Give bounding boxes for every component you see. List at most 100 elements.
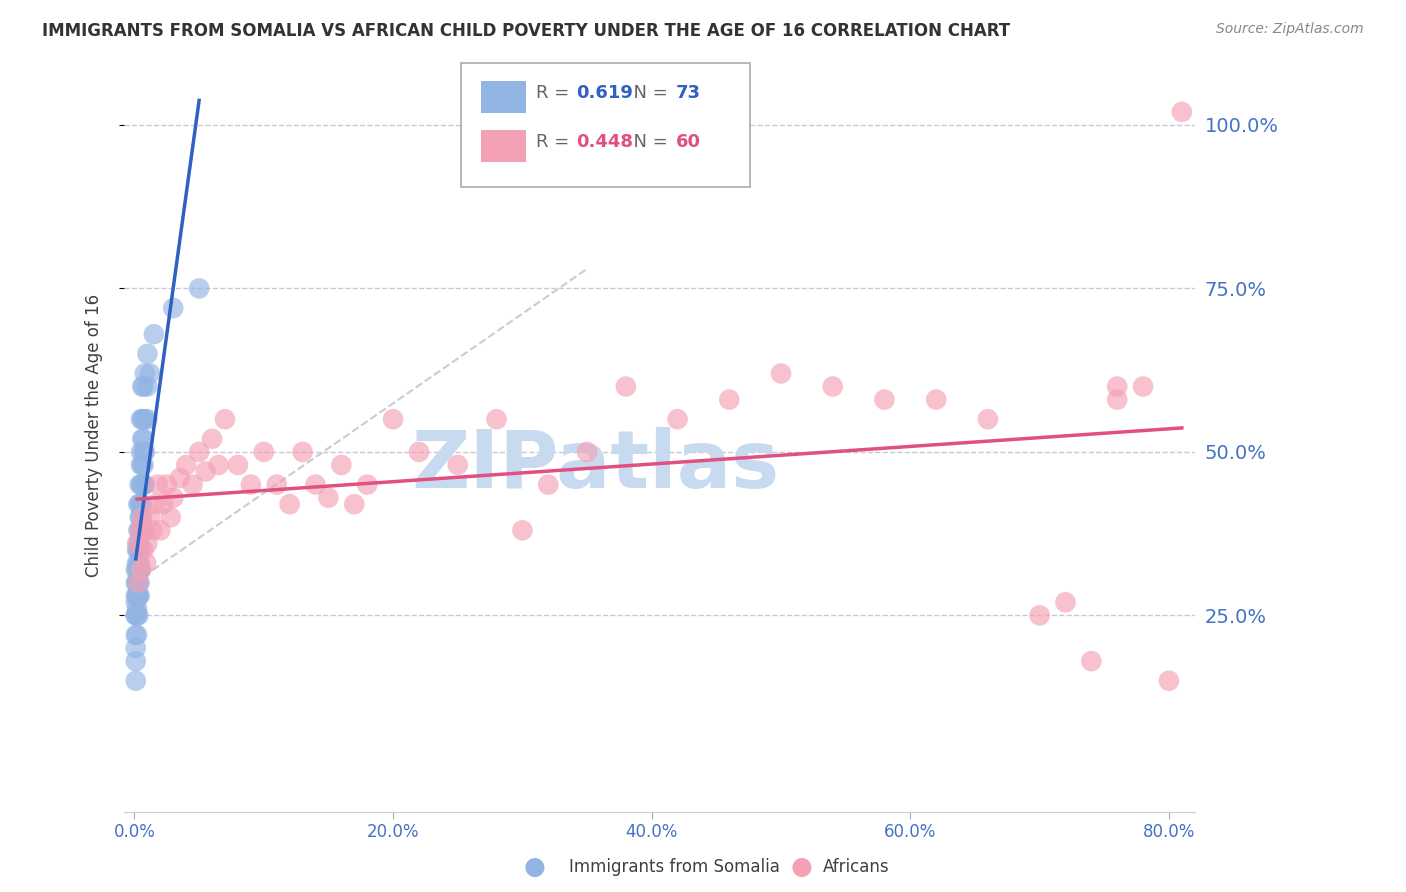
- FancyBboxPatch shape: [481, 81, 526, 113]
- FancyBboxPatch shape: [461, 63, 751, 187]
- Point: [125, 589, 148, 603]
- Point: [214, 412, 236, 426]
- Text: 73: 73: [675, 85, 700, 103]
- Point: [128, 556, 150, 570]
- Point: [239, 477, 262, 491]
- Text: ●: ●: [790, 855, 813, 879]
- Point: [127, 589, 149, 603]
- Point: [537, 477, 560, 491]
- Point: [127, 556, 149, 570]
- Point: [159, 510, 181, 524]
- Point: [576, 445, 599, 459]
- Point: [485, 412, 508, 426]
- Point: [128, 536, 150, 550]
- Point: [253, 445, 276, 459]
- Point: [134, 367, 156, 381]
- Point: [194, 465, 217, 479]
- Point: [127, 536, 149, 550]
- Point: [127, 608, 149, 623]
- Point: [128, 497, 150, 511]
- Point: [125, 589, 148, 603]
- Point: [129, 477, 152, 491]
- Point: [128, 563, 150, 577]
- Point: [125, 575, 148, 590]
- Point: [128, 510, 150, 524]
- Point: [131, 497, 153, 511]
- Point: [142, 327, 165, 342]
- Point: [156, 477, 179, 491]
- FancyBboxPatch shape: [481, 130, 526, 161]
- Point: [125, 673, 148, 688]
- Point: [128, 524, 150, 538]
- Text: 0.448: 0.448: [576, 133, 633, 152]
- Point: [125, 543, 148, 558]
- Point: [291, 445, 314, 459]
- Point: [925, 392, 948, 407]
- Point: [131, 432, 153, 446]
- Point: [977, 412, 1000, 426]
- Point: [162, 491, 184, 505]
- Point: [135, 556, 157, 570]
- Point: [188, 281, 211, 295]
- Y-axis label: Child Poverty Under the Age of 16: Child Poverty Under the Age of 16: [86, 294, 103, 577]
- Point: [207, 458, 229, 472]
- Point: [128, 589, 150, 603]
- Point: [821, 379, 844, 393]
- Point: [614, 379, 637, 393]
- Point: [149, 524, 172, 538]
- Point: [1080, 654, 1102, 668]
- Point: [226, 458, 249, 472]
- Point: [136, 412, 159, 426]
- Text: ●: ●: [523, 855, 546, 879]
- Point: [131, 524, 153, 538]
- Point: [125, 575, 148, 590]
- Point: [136, 347, 159, 361]
- Point: [1157, 673, 1180, 688]
- Point: [132, 477, 155, 491]
- Point: [181, 477, 204, 491]
- Point: [162, 301, 184, 315]
- Point: [125, 628, 148, 642]
- Text: R =: R =: [536, 85, 575, 103]
- Point: [134, 477, 156, 491]
- Point: [136, 536, 159, 550]
- Text: Africans: Africans: [823, 858, 889, 876]
- Point: [201, 432, 224, 446]
- Point: [125, 575, 148, 590]
- Point: [127, 524, 149, 538]
- Point: [1054, 595, 1077, 609]
- Point: [129, 497, 152, 511]
- Text: N =: N =: [621, 85, 673, 103]
- Point: [128, 524, 150, 538]
- Point: [447, 458, 470, 472]
- Point: [125, 608, 148, 623]
- Point: [125, 608, 148, 623]
- Point: [343, 497, 366, 511]
- Point: [139, 367, 162, 381]
- Point: [666, 412, 689, 426]
- Text: R =: R =: [536, 133, 575, 152]
- Point: [125, 602, 148, 616]
- Point: [142, 524, 165, 538]
- Point: [127, 563, 149, 577]
- Point: [125, 556, 148, 570]
- Point: [125, 563, 148, 577]
- Point: [143, 497, 166, 511]
- Point: [1107, 392, 1129, 407]
- Point: [125, 563, 148, 577]
- Point: [382, 412, 405, 426]
- Point: [129, 524, 152, 538]
- Point: [127, 543, 149, 558]
- Point: [128, 477, 150, 491]
- Point: [139, 510, 162, 524]
- Point: [132, 445, 155, 459]
- Point: [134, 524, 156, 538]
- Point: [188, 445, 211, 459]
- Point: [1107, 379, 1129, 393]
- Point: [127, 589, 149, 603]
- Point: [134, 445, 156, 459]
- Point: [174, 458, 197, 472]
- Point: [128, 575, 150, 590]
- Point: [129, 412, 152, 426]
- Text: ZIPatlas: ZIPatlas: [411, 426, 779, 505]
